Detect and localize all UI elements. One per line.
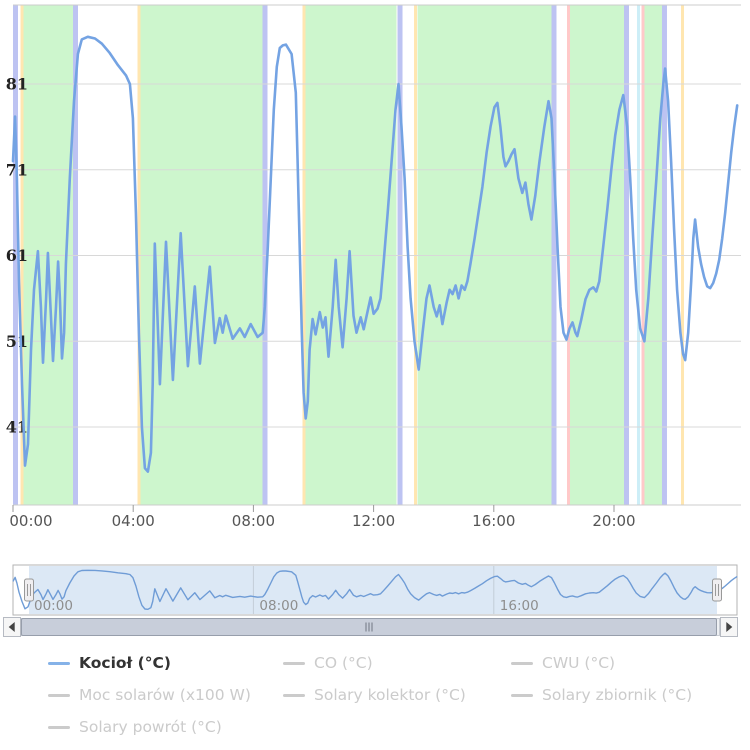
scrollbar-thumb[interactable] [21, 618, 717, 636]
series-marker-solary-zbiornik [511, 693, 533, 697]
x-axis-label: 20:00 [592, 512, 635, 530]
scrollbar-right-arrow-button[interactable] [720, 617, 738, 637]
x-axis-label: 04:00 [112, 512, 155, 530]
legend-label: Solary kolektor (°C) [314, 686, 466, 704]
y-axis-label: 51 [6, 332, 28, 351]
series-marker-co [283, 661, 305, 665]
navigator-left-handle[interactable] [24, 578, 34, 602]
x-axis-label: 12:00 [352, 512, 395, 530]
navigator-outline [12, 564, 738, 616]
legend-label: Solary zbiornik (°C) [542, 686, 693, 704]
legend-label: CWU (°C) [542, 654, 616, 672]
y-axis-label: 81 [6, 75, 28, 94]
series-marker-solary-kolektor [283, 693, 305, 697]
series-marker-kociol [48, 661, 70, 665]
scrollbar[interactable] [3, 617, 738, 637]
legend-item-co[interactable]: CO (°C) [283, 652, 373, 674]
legend-label: CO (°C) [314, 654, 373, 672]
navigator-selected-range[interactable] [29, 566, 717, 614]
navigator-right-handle[interactable] [712, 578, 722, 602]
plot-band [644, 5, 662, 505]
legend-label: Moc solarów (x100 W) [79, 686, 251, 704]
x-axis-label: 16:00 [472, 512, 515, 530]
plot-band [570, 5, 625, 505]
legend-label: Solary powrót (°C) [79, 718, 222, 736]
navigator-axis-label: 16:00 [500, 598, 539, 614]
x-axis-label: 08:00 [232, 512, 275, 530]
series-marker-cwu [511, 661, 533, 665]
series-marker-moc-solarow [48, 693, 70, 697]
navigator-axis-label: 08:00 [259, 598, 298, 614]
legend-item-solary-zbiornik[interactable]: Solary zbiornik (°C) [511, 684, 692, 706]
series-kociol-line [11, 35, 739, 473]
series-marker-solary-powrot [48, 725, 70, 729]
legend-item-solary-kolektor[interactable]: Solary kolektor (°C) [283, 684, 466, 706]
plot-band [417, 5, 552, 505]
legend-item-moc-solarow[interactable]: Moc solarów (x100 W) [48, 684, 251, 706]
legend-item-cwu[interactable]: CWU (°C) [511, 652, 615, 674]
legend-label: Kocioł (°C) [79, 654, 171, 672]
scrollbar-grip-icon [365, 622, 373, 632]
left-arrow-icon [8, 622, 15, 632]
right-arrow-icon [726, 622, 733, 632]
navigator-series-line [12, 569, 738, 610]
x-axis-label: 00:00 [9, 512, 52, 530]
legend-item-solary-powrot[interactable]: Solary powrót (°C) [48, 716, 222, 738]
y-axis-label: 61 [6, 246, 28, 265]
navigator-axis-label: 00:00 [34, 598, 73, 614]
scrollbar-left-arrow-button[interactable] [3, 617, 21, 637]
plot-band [140, 5, 263, 505]
legend-item-kociol[interactable]: Kocioł (°C) [48, 652, 171, 674]
